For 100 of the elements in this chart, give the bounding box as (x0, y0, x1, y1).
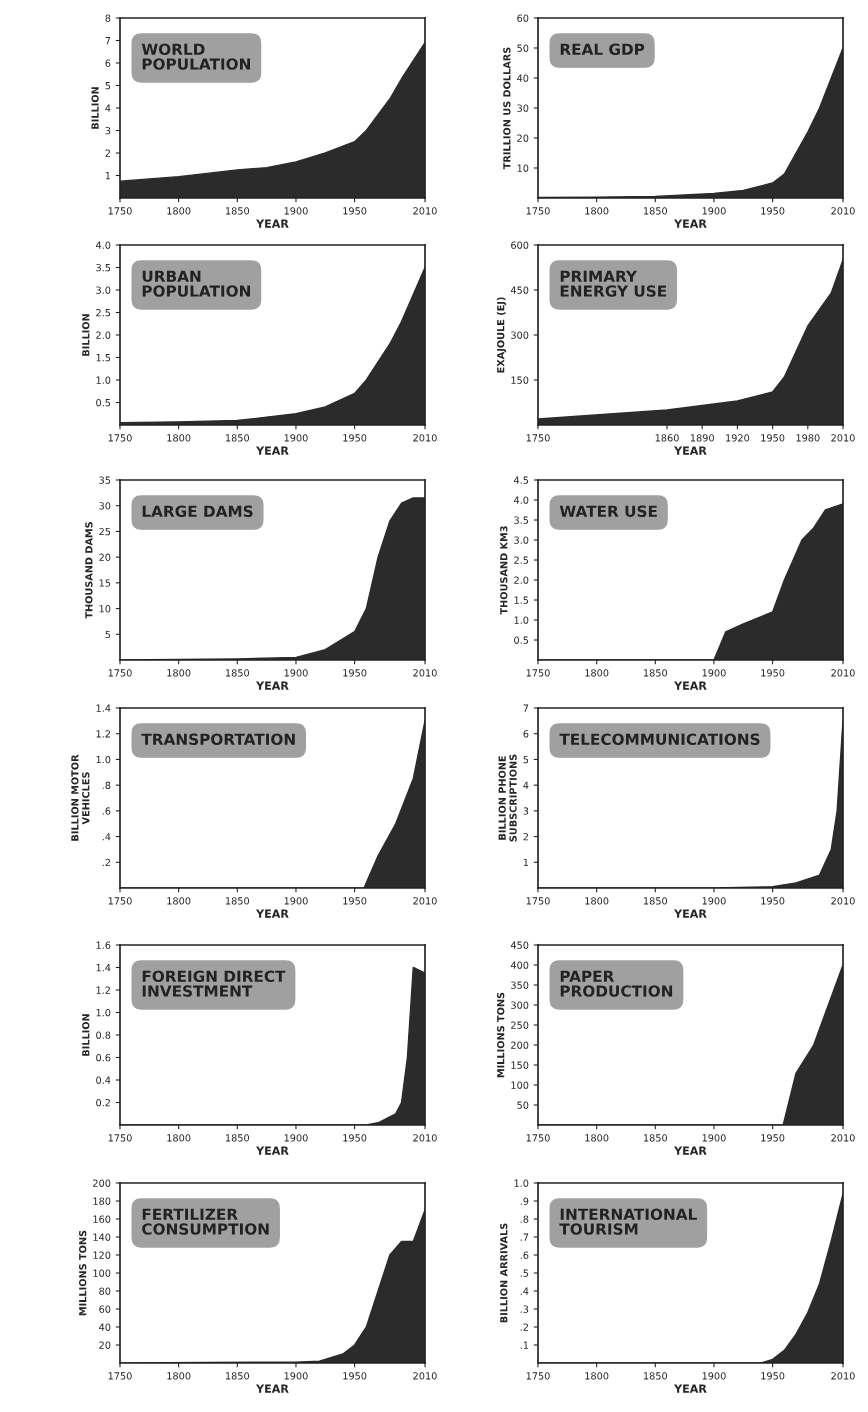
x-tick-label: 2010 (831, 207, 855, 215)
x-tick-label: 1900 (284, 434, 308, 442)
x-tick-label: 1900 (284, 207, 308, 215)
y-tick-label: 140 (93, 1233, 111, 1241)
y-axis-title: MILLIONS TONS (79, 1230, 87, 1316)
x-tick-label: 1900 (702, 1372, 726, 1380)
x-tick-label: 1900 (702, 1134, 726, 1142)
y-tick-label: .8 (102, 781, 111, 789)
y-tick-label: 4 (105, 104, 111, 112)
x-tick-label: 1750 (526, 1134, 550, 1142)
y-tick-label: 1 (523, 858, 529, 866)
y-tick-label: 25 (99, 527, 111, 536)
y-tick-label: 10 (99, 605, 111, 613)
y-tick-label: 350 (511, 981, 529, 989)
y-tick-label: 1.5 (514, 596, 529, 604)
text: FOREIGN DIRECT INVESTMENT (142, 970, 286, 997)
x-tick-label: 1980 (796, 434, 820, 442)
y-tick-label: 2.0 (514, 576, 529, 584)
y-tick-label: 160 (93, 1215, 111, 1223)
x-tick-label: 1950 (343, 1134, 367, 1142)
y-axis-title: BILLION (82, 314, 90, 356)
x-tick-label: 1800 (585, 1372, 609, 1380)
x-tick-label: 1900 (702, 207, 726, 215)
x-axis-title: YEAR (256, 219, 289, 228)
y-axis-title: THOUSAND KM3 (500, 526, 508, 615)
x-tick-label: 1800 (167, 669, 191, 677)
y-tick-label: 1.4 (96, 964, 111, 972)
x-tick-label: 1750 (526, 1372, 550, 1380)
y-tick-label: 3 (523, 807, 529, 815)
y-tick-label: 4 (523, 781, 529, 789)
y-tick-label: 200 (93, 1179, 111, 1187)
x-tick-label: 1950 (761, 669, 785, 677)
x-axis-title: YEAR (674, 909, 707, 918)
y-tick-label: 20 (99, 553, 111, 561)
x-tick-label: 1800 (167, 897, 191, 905)
y-tick-label: 7 (523, 704, 529, 712)
y-tick-label: 2.5 (96, 308, 111, 317)
y-tick-label: 300 (511, 1001, 529, 1009)
x-axis-title: YEAR (674, 1146, 707, 1155)
x-tick-label: 2010 (831, 669, 855, 677)
y-tick-label: 30 (99, 502, 111, 510)
y-tick-label: .6 (102, 807, 111, 815)
y-tick-label: 20 (517, 134, 529, 142)
x-tick-label: 1900 (284, 897, 308, 905)
y-axis-title: THOUSAND DAMS (85, 522, 93, 619)
text: PAPER PRODUCTION (560, 970, 673, 997)
x-tick-label: 1950 (343, 1372, 367, 1380)
text: FERTILIZER CONSUMPTION (142, 1208, 269, 1235)
y-tick-label: 0.4 (96, 1076, 111, 1084)
x-tick-label: 2010 (413, 434, 437, 442)
y-tick-label: .8 (520, 1215, 529, 1223)
y-axis-title: BILLION MOTOR VEHICLES (71, 754, 90, 841)
y-axis-title: BILLION ARRIVALS (500, 1223, 508, 1323)
y-tick-label: 5 (105, 82, 111, 90)
x-tick-label: 1800 (167, 1134, 191, 1142)
y-tick-label: .3 (520, 1305, 529, 1313)
y-tick-label: 60 (517, 14, 529, 22)
y-tick-label: 600 (511, 241, 529, 249)
x-tick-label: 2010 (413, 1134, 437, 1142)
y-tick-label: .7 (520, 1233, 529, 1241)
y-tick-label: 40 (517, 74, 529, 82)
y-tick-label: 0.6 (96, 1053, 111, 1062)
y-tick-label: 1.4 (96, 704, 111, 712)
x-tick-label: 1850 (644, 207, 668, 215)
y-tick-label: 0.8 (96, 1031, 111, 1039)
text: TELECOMMUNICATIONS (559, 733, 760, 746)
x-tick-label: 1850 (226, 897, 250, 905)
y-tick-label: 60 (99, 1305, 111, 1313)
x-tick-label: 1800 (585, 1134, 609, 1142)
x-tick-label: 2010 (413, 207, 437, 215)
text: WORLD POPULATION (141, 43, 250, 70)
text: REAL GDP (560, 43, 645, 56)
y-tick-label: 3.5 (96, 263, 111, 272)
x-tick-label: 1850 (226, 1372, 250, 1380)
x-tick-label: 2010 (831, 1372, 855, 1380)
x-tick-label: 1850 (644, 1134, 668, 1142)
y-tick-label: .9 (520, 1197, 529, 1205)
y-tick-label: 8 (105, 14, 111, 22)
x-tick-label: 2010 (413, 669, 437, 677)
y-tick-label: 1.6 (96, 941, 111, 949)
x-tick-label: 1900 (702, 897, 726, 905)
y-tick-label: .5 (520, 1269, 529, 1277)
y-axis-title: MILLIONS TONS (497, 992, 505, 1078)
y-tick-label: 0.5 (96, 398, 111, 407)
y-tick-label: 100 (511, 1081, 529, 1089)
x-axis-title: YEAR (674, 219, 707, 228)
y-tick-label: 150 (511, 376, 529, 384)
x-tick-label: 1800 (167, 434, 191, 442)
text: INTERNATIONAL TOURISM (559, 1208, 697, 1235)
x-axis-title: YEAR (674, 446, 707, 455)
x-axis-title: YEAR (674, 681, 707, 690)
x-tick-label: 1860 (655, 434, 679, 442)
y-tick-label: 450 (510, 941, 529, 949)
y-tick-label: .6 (520, 1251, 529, 1259)
x-tick-label: 1900 (702, 669, 726, 677)
text: TRANSPORTATION (141, 733, 295, 746)
y-tick-label: 2 (105, 149, 110, 157)
y-tick-label: 180 (93, 1197, 111, 1205)
y-tick-label: 1.0 (96, 755, 111, 764)
x-tick-label: 1950 (761, 1134, 785, 1142)
